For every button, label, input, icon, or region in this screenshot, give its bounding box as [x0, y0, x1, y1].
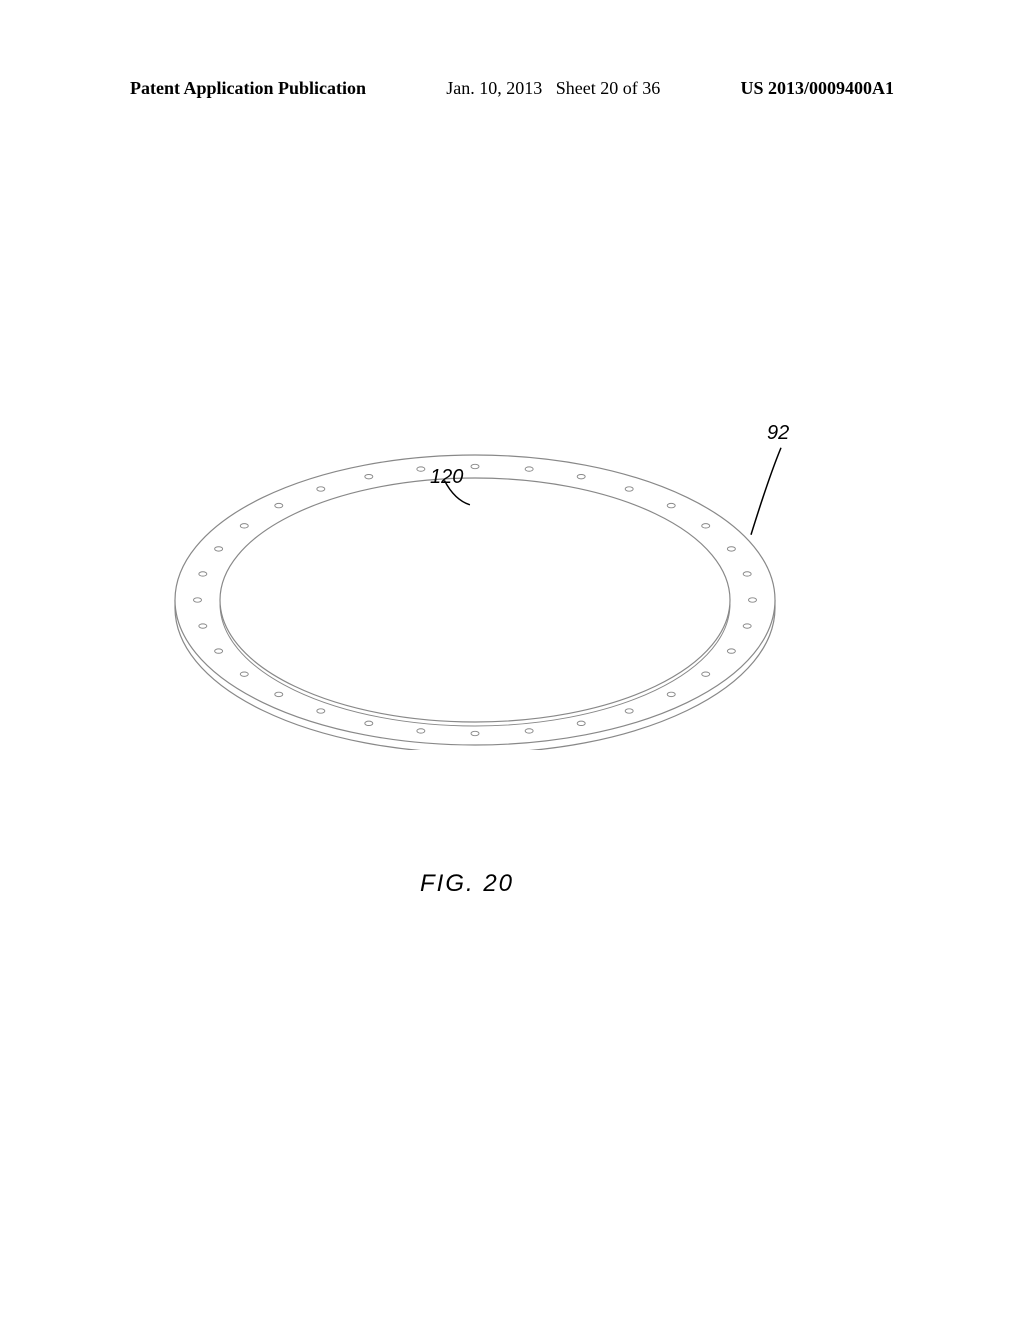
figure-caption: FIG. 20 [420, 870, 514, 898]
flange-ring-drawing [155, 440, 795, 750]
patent-figure: 92 120 [155, 440, 795, 750]
publication-type: Patent Application Publication [130, 78, 366, 99]
publication-date: Jan. 10, 2013 Sheet 20 of 36 [446, 78, 660, 99]
page-header: Patent Application Publication Jan. 10, … [0, 78, 1024, 99]
ref-numeral-outer: 92 [767, 422, 789, 445]
publication-number: US 2013/0009400A1 [740, 78, 894, 99]
ref-numeral-inner: 120 [430, 466, 463, 489]
